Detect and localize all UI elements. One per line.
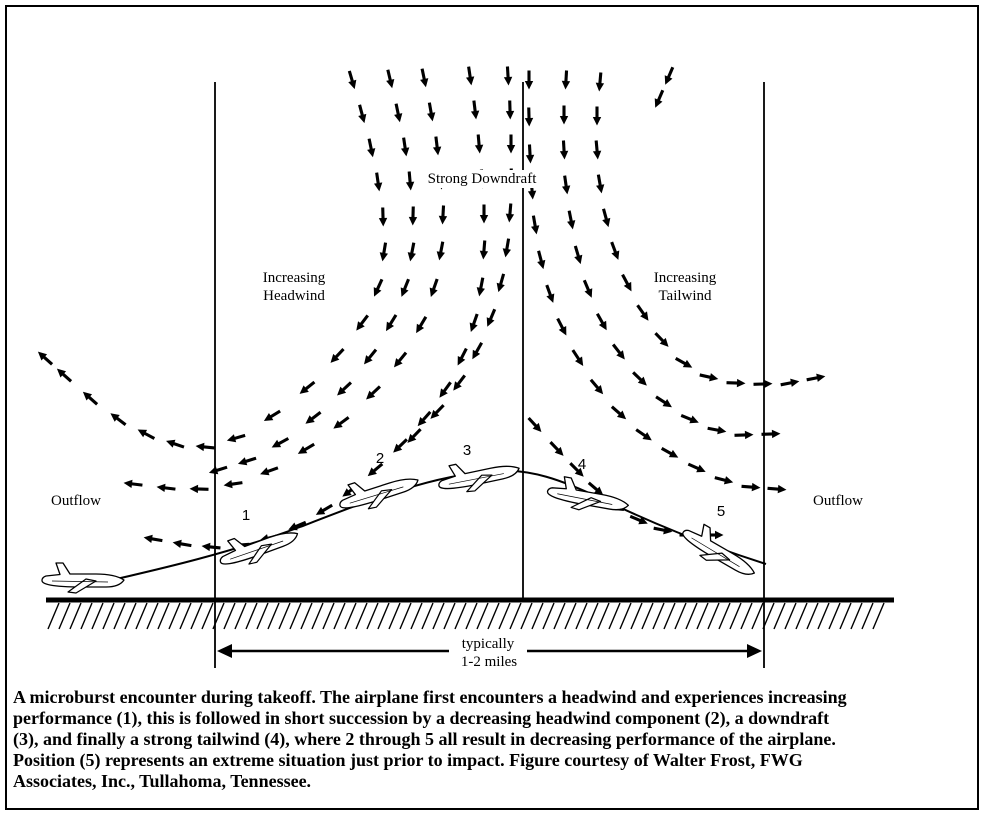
increasing-tailwind-label: Increasing Tailwind — [650, 269, 720, 305]
caption-line-4: Position (5) represents an extreme situa… — [13, 750, 803, 770]
scale-miles-label: 1-2 miles — [460, 654, 518, 670]
caption-line-5: Associates, Inc., Tullahoma, Tennessee. — [13, 771, 312, 791]
ground-hatching — [47, 602, 885, 630]
position-marker-1: 1 — [241, 507, 251, 524]
increasing-headwind-label: Increasing Headwind — [259, 269, 329, 305]
caption-line-3: (3), and finally a strong tailwind (4), … — [13, 729, 836, 749]
strong-downdraft-label: Strong Downdraft — [424, 170, 540, 188]
position-marker-2: 2 — [375, 450, 385, 467]
outflow-left-label: Outflow — [48, 492, 104, 510]
caption-line-1: A microburst encounter during takeoff. T… — [13, 687, 847, 707]
position-marker-5: 5 — [716, 503, 726, 520]
airplane-position-0 — [41, 562, 125, 594]
figure-caption: A microburst encounter during takeoff. T… — [13, 687, 971, 792]
airplane-position-3 — [434, 450, 523, 499]
outflow-right-label: Outflow — [810, 492, 866, 510]
position-marker-3: 3 — [462, 442, 472, 459]
wind-arrows — [37, 66, 826, 552]
position-marker-4: 4 — [577, 456, 587, 473]
airplane-position-5 — [676, 516, 764, 585]
airplane-position-1 — [213, 517, 303, 575]
scale-typically-label: typically — [461, 636, 515, 652]
caption-line-2: performance (1), this is followed in sho… — [13, 708, 830, 728]
scale-arrow — [217, 644, 762, 658]
